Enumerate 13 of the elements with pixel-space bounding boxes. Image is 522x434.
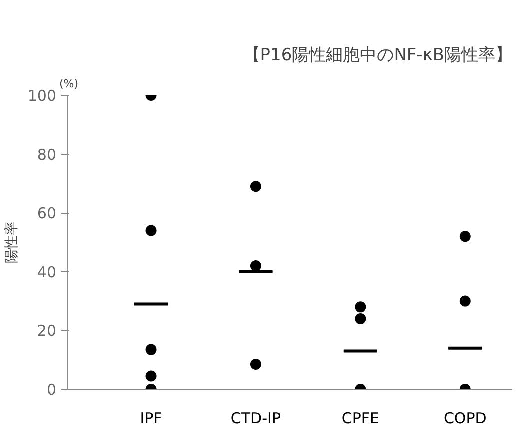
chart-title: 【P16陽性細胞中のNF-κB陽性率】 — [243, 46, 513, 66]
x-tick-label: CPFE — [342, 410, 380, 428]
x-tick-label: COPD — [444, 410, 487, 428]
y-tick-label: 80 — [37, 146, 57, 164]
y-axis-title: 陽性率 — [4, 222, 20, 264]
y-tick-label: 60 — [37, 204, 57, 223]
y-tick-label: 20 — [37, 322, 57, 340]
y-tick-label: 100 — [28, 87, 57, 105]
x-tick-label: CTD-IP — [230, 410, 282, 428]
y-tick-label: 0 — [46, 381, 57, 399]
text: (%) — [60, 78, 79, 90]
y-tick-label: 40 — [37, 263, 57, 282]
x-tick-label: IPF — [140, 410, 162, 428]
